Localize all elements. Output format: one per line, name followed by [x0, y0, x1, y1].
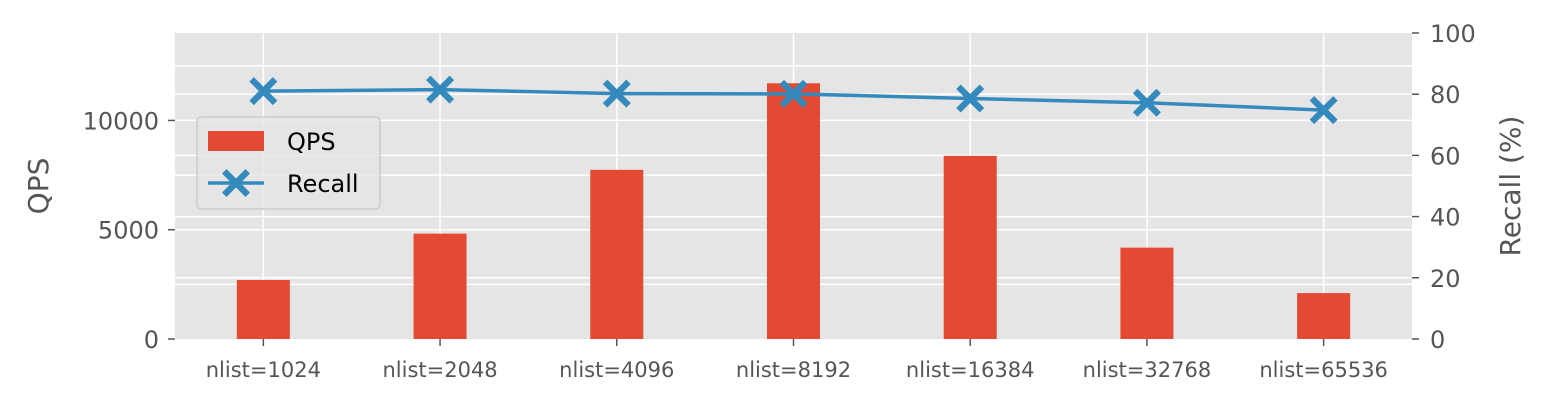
recall-point	[956, 84, 985, 113]
y2-tick-label: 80	[1430, 81, 1461, 109]
recall-point	[602, 79, 631, 108]
qps-bars	[236, 83, 1351, 340]
x-tick-label: nlist=8192	[736, 358, 851, 382]
recall-point	[779, 79, 808, 108]
recall-point	[1132, 88, 1161, 117]
y-tick-label: 5000	[98, 217, 159, 245]
y-tick-label: 0	[144, 326, 159, 354]
legend-marker-recall	[222, 169, 250, 197]
bar-qps	[1120, 247, 1174, 339]
y-axis-title: QPS	[22, 158, 55, 215]
legend-label-qps: QPS	[287, 128, 336, 156]
bar-qps	[590, 169, 644, 339]
bar-qps	[236, 279, 290, 339]
legend: QPS Recall	[196, 116, 381, 210]
legend-swatch-qps	[208, 131, 264, 151]
x-tick-label: nlist=4096	[559, 358, 674, 382]
recall-point	[1309, 96, 1338, 125]
bar-qps	[1297, 293, 1351, 339]
x-tick-label: nlist=32768	[1083, 358, 1212, 382]
y2-axis-title: Recall (%)	[1494, 116, 1527, 257]
y2-tick-label: 0	[1430, 326, 1445, 354]
axes: nlist=1024 nlist=2048 nlist=4096 nlist=8192…	[83, 20, 1476, 382]
y2-tick-label: 60	[1430, 142, 1461, 170]
x-tick-label: nlist=1024	[206, 358, 321, 382]
recall-point	[426, 75, 455, 104]
bar-qps	[943, 155, 997, 339]
x-tick-label: nlist=2048	[382, 358, 497, 382]
bar-qps	[766, 83, 821, 340]
y2-tick-label: 40	[1430, 204, 1461, 232]
y2-tick-label: 20	[1430, 265, 1461, 293]
recall-markers	[249, 75, 1338, 125]
legend-label-recall: Recall	[287, 170, 359, 198]
x-tick-label: nlist=16384	[906, 358, 1035, 382]
bar-qps	[413, 233, 467, 339]
recall-point	[249, 77, 278, 106]
x-tick-label: nlist=65536	[1259, 358, 1388, 382]
y2-tick-label: 100	[1430, 20, 1476, 48]
y-tick-label: 10000	[83, 107, 159, 135]
